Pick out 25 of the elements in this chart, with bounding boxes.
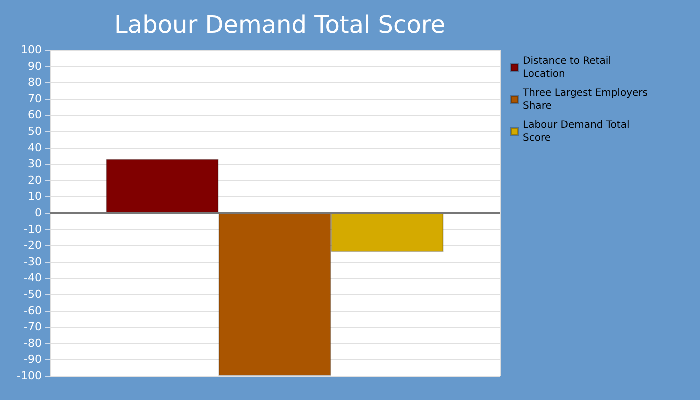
y-tick-label: -90 xyxy=(24,353,42,366)
y-tick-label: -10 xyxy=(24,222,42,236)
y-tick-label: 20 xyxy=(28,174,42,187)
y-tick-label: 90 xyxy=(28,60,42,73)
y-tick-label: 40 xyxy=(28,141,42,154)
y-tick-label: 10 xyxy=(28,190,42,204)
legend-label: Labour Demand Total Score xyxy=(523,120,633,144)
y-tick-label: 60 xyxy=(28,108,42,122)
y-tick-label: -30 xyxy=(24,255,42,268)
y-tick-label: 50 xyxy=(28,125,42,138)
chart-title: Labour Demand Total Score xyxy=(114,11,446,39)
y-tick-label: 80 xyxy=(28,76,42,90)
y-tick-label: -80 xyxy=(24,336,42,350)
y-tick-label: 100 xyxy=(21,44,42,56)
y-tick-label: -60 xyxy=(24,304,42,318)
y-tick-label: 30 xyxy=(28,158,42,171)
y-tick-label: 0 xyxy=(35,206,42,220)
y-tick-label: -20 xyxy=(24,239,42,252)
y-tick-label: 70 xyxy=(28,92,42,106)
y-tick-label: -100 xyxy=(17,370,42,382)
y-tick-label: -50 xyxy=(24,288,42,301)
legend-label: Distance to Retail Location xyxy=(523,56,615,80)
y-tick-label: -40 xyxy=(24,272,42,285)
y-tick-label: -70 xyxy=(24,320,42,334)
legend-label: Three Largest Employers Share xyxy=(522,88,652,112)
